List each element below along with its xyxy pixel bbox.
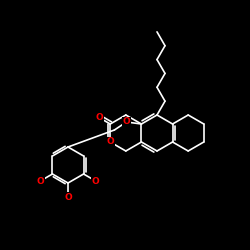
Text: O: O [106, 138, 114, 146]
Text: O: O [96, 114, 104, 122]
Text: O: O [122, 118, 130, 126]
Text: O: O [64, 192, 72, 202]
Text: O: O [92, 176, 100, 186]
Text: O: O [36, 176, 44, 186]
